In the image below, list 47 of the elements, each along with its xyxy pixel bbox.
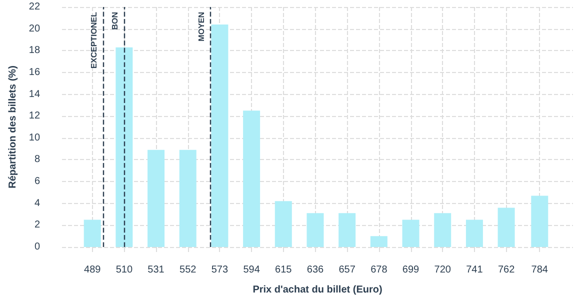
- bar: [434, 213, 452, 247]
- x-tick-label: 741: [466, 264, 484, 276]
- bar: [84, 220, 101, 247]
- y-tick-label: 2: [34, 220, 40, 231]
- x-tick-label: 489: [84, 264, 102, 276]
- bar: [498, 208, 515, 247]
- x-tick-label: 510: [116, 264, 133, 276]
- x-tick-label: 762: [498, 264, 516, 276]
- x-tick-label: 531: [148, 264, 165, 276]
- y-tick-label: 12: [28, 110, 40, 122]
- x-tick-label: 784: [531, 264, 548, 276]
- y-tick-label: 10: [28, 132, 40, 144]
- bar: [531, 196, 548, 247]
- bar: [211, 24, 228, 247]
- y-tick-label: 16: [28, 66, 40, 78]
- y-tick-label: 22: [28, 2, 40, 12]
- bar: [116, 47, 133, 247]
- bar: [306, 213, 324, 247]
- x-tick-label: 615: [275, 264, 292, 276]
- y-axis-title: Répartition des billets (%): [8, 66, 18, 188]
- x-tick-label: 720: [434, 264, 452, 276]
- bar: [466, 220, 483, 247]
- y-tick-label: 20: [28, 23, 40, 34]
- bar: [148, 150, 165, 247]
- ref-line-label: MOYEN: [197, 12, 206, 42]
- x-tick-label: 594: [243, 264, 260, 276]
- y-tick-label: 8: [34, 154, 40, 166]
- y-tick-label: 14: [28, 88, 40, 100]
- bar: [402, 220, 420, 247]
- ref-line-label: BON: [110, 12, 120, 30]
- x-tick-label: 678: [370, 264, 388, 276]
- x-tick-label: 636: [306, 264, 324, 276]
- y-tick-label: 4: [34, 198, 40, 209]
- x-tick-label: 657: [338, 264, 356, 276]
- x-axis-title: Prix d'achat du billet (Euro): [252, 284, 382, 296]
- bar: [179, 150, 196, 247]
- x-tick-label: 699: [402, 264, 420, 276]
- y-tick-label: 6: [34, 176, 40, 188]
- bar: [370, 236, 388, 247]
- y-tick-label: 18: [28, 45, 40, 56]
- x-tick-label: 552: [180, 264, 197, 276]
- bar: [338, 213, 356, 247]
- y-tick-label: 0: [34, 242, 40, 252]
- ref-line-label: EXCEPTIONEL: [89, 12, 98, 68]
- bar: [243, 110, 260, 247]
- x-tick-label: 573: [211, 264, 228, 276]
- bar: [274, 201, 292, 247]
